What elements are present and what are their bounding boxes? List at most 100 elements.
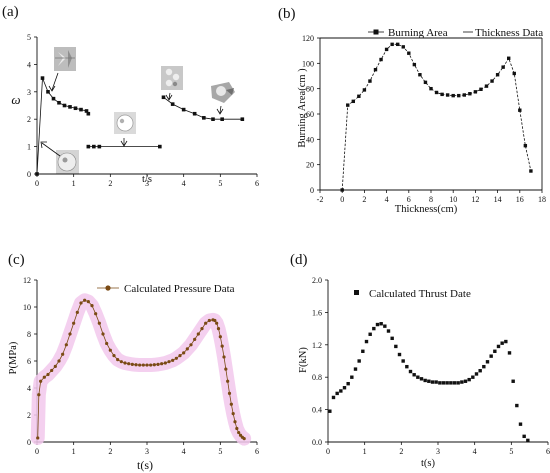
panel-d-x-tick-label: 2 (399, 447, 403, 456)
panel-c-data-point (53, 364, 57, 368)
panel-b-data-point (501, 65, 505, 69)
panel-a-x-tick-label: 5 (218, 179, 222, 188)
panel-label-d: (d) (290, 252, 308, 268)
panel-d-y-tick-label: 0.0 (312, 438, 322, 447)
panel-a-inset-arrows (40, 72, 224, 157)
panel-c-data-point (149, 363, 153, 367)
panel-d-data-point (401, 359, 405, 363)
panel-c-data-point (50, 368, 54, 373)
panel-d-y-tick-label: 2.0 (312, 276, 322, 285)
panel-b-data-point (462, 93, 466, 97)
panel-d-data-point (375, 322, 380, 327)
panel-c-y-tick-label: 0 (27, 438, 31, 447)
panel-d-data-point (328, 409, 332, 413)
panel-a-data-point (211, 117, 215, 121)
panel-c-x-tick-label: 2 (108, 447, 112, 456)
panel-c-data-point (182, 351, 186, 355)
panel-b-y-tick-label: 0 (310, 186, 314, 195)
panel-d-data-point (427, 379, 431, 383)
panel-c-data-point (196, 332, 200, 336)
panel-a-data-point (84, 109, 89, 113)
panel-c-data-point (130, 362, 134, 366)
panel-c-data-point (101, 332, 105, 336)
panel-b-y-tick-label: 20 (306, 161, 314, 170)
panel-a-data-point (92, 144, 96, 149)
panel-a-data-point (79, 107, 83, 112)
panel-d-data-point (419, 377, 424, 381)
panel-a-insets (54, 47, 235, 174)
panel-d-data-point (474, 372, 479, 376)
panel-c-data-point (207, 318, 211, 323)
panel-d-data-point (383, 324, 387, 328)
panel-b-data-point (440, 92, 444, 97)
panel-a-data-point (73, 106, 78, 111)
panel-b-y-tick-label: 40 (306, 135, 314, 144)
panel-c-data-point (242, 437, 246, 441)
panel-c-data-point (178, 354, 182, 358)
panel-c-data-point (64, 343, 68, 347)
panel-a-y-tick-label: 0 (27, 170, 31, 179)
panel-b-data-point (451, 93, 455, 98)
panel-a-y-tick-label: 4 (27, 60, 31, 69)
panel-b-data-point (357, 94, 361, 98)
panel-d-data-point (463, 379, 468, 383)
end-grain-shape (56, 150, 79, 174)
panel-b-data-point (490, 79, 494, 83)
panel-d-data-point (335, 391, 339, 396)
panel-d-data-point (412, 373, 416, 377)
panel-b-x-tick-label: 0 (340, 195, 344, 204)
panel-a-x-tick-label: 3 (145, 179, 149, 188)
panel-c-y-tick-label: 2 (27, 411, 31, 420)
panel-b-data-point (351, 99, 355, 104)
panel-a-data-point (220, 117, 224, 121)
panel-a-data-point (40, 76, 45, 80)
panel-b-data-point (518, 108, 522, 112)
panel-d-data-point (526, 438, 530, 443)
panel-a-data-point (86, 111, 91, 116)
panel-c-data-point (226, 379, 230, 383)
panel-b-data-point (523, 143, 528, 148)
panel-d-data-point (350, 375, 354, 379)
panel-b-x-tick-label: 18 (538, 195, 546, 204)
panel-c-data-point (134, 363, 138, 367)
panel-d-data-point (515, 403, 519, 408)
panel-b-x-tick-label: 10 (449, 195, 457, 204)
panel-c-data-point (68, 332, 72, 336)
panel-a-data-point (97, 144, 102, 149)
panel-b-ylabel: Burning Area(cm ) (297, 68, 308, 148)
panel-d-data-point (434, 380, 438, 384)
star-grain-shape (54, 47, 76, 71)
panel-d-xlabel: t(s) (421, 458, 436, 469)
panel-c-data-point (238, 433, 243, 437)
panel-b-y-tick-label: 120 (302, 34, 314, 43)
panel-d-legend-item: Calculated Thrust Date (369, 288, 471, 300)
panel-b-y-tick-label: 80 (306, 85, 314, 94)
panel-c-data-point (97, 321, 101, 325)
panel-b-data-point (390, 42, 394, 47)
panel-d-data-point (485, 360, 490, 364)
panel-c-data-point (39, 379, 43, 383)
panel-d-x-tick-label: 3 (436, 447, 440, 456)
panel-b-x-tick-label: 8 (429, 195, 433, 204)
panel-b-data-point (507, 56, 511, 60)
panel-d-x-tick-label: 0 (326, 447, 330, 456)
panel-c-data-point (193, 337, 197, 341)
panel-c-data-point (42, 375, 46, 379)
panel-d-data-point (482, 364, 486, 369)
panel-a-data-point (181, 107, 186, 112)
panel-b-xlabel: Thickness(cm) (395, 204, 458, 215)
panel-c-data-point (138, 363, 142, 367)
panel-b-data-point (529, 169, 533, 173)
panel-c-data-point (141, 363, 145, 367)
panel-c-data-point (200, 327, 204, 331)
panel-a-data-point (68, 105, 72, 109)
panel-b-y-tick-label: 60 (306, 110, 314, 119)
panel-a-x-tick-label: 6 (255, 179, 259, 188)
panel-c-data-point (204, 321, 208, 325)
panel-a-y-tick-label: 2 (27, 115, 31, 124)
panel-b-x-tick-label: 6 (407, 195, 411, 204)
panel-a-series-line (163, 96, 243, 120)
panel-b-data-point (340, 188, 344, 192)
panel-d-data-point (361, 349, 365, 353)
